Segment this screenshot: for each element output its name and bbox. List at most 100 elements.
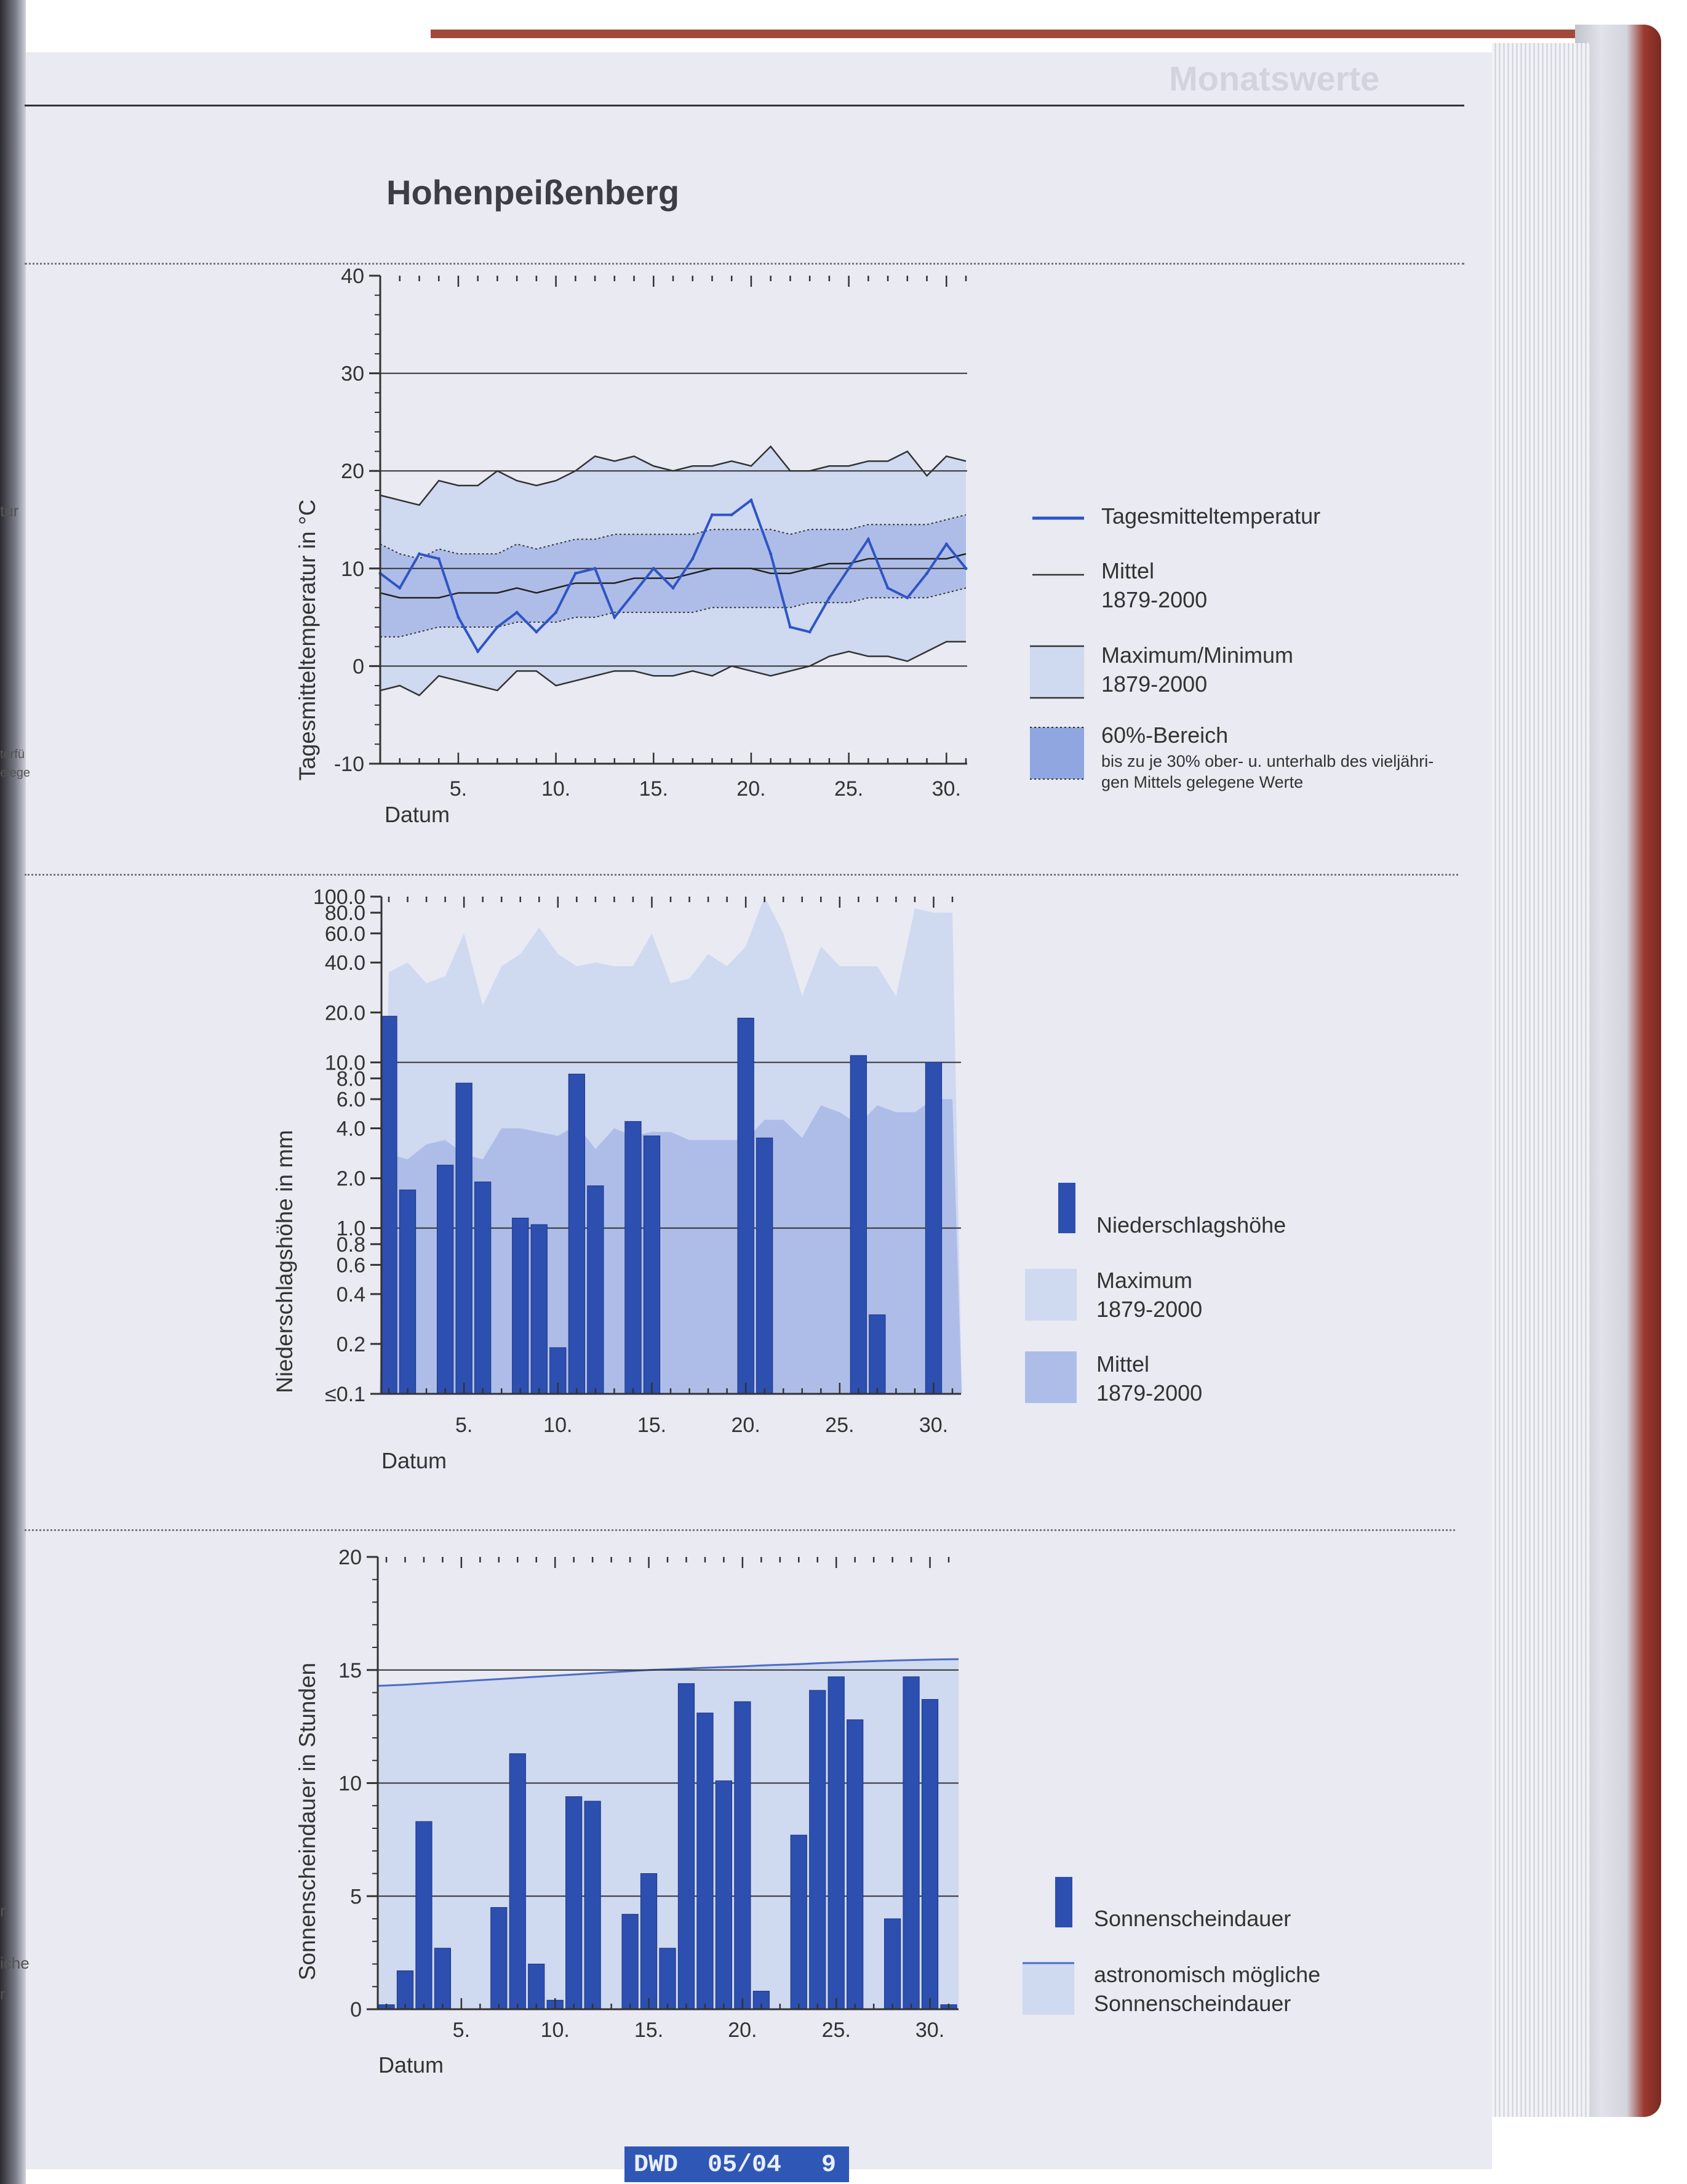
precip-ytick-label: 4.0 [337,1118,365,1141]
temp-daily-point [710,513,714,517]
temp-daily-point [417,552,421,556]
legend-swatches [1023,516,1084,2015]
temp-ytick-label: 40 [341,265,364,288]
legend-label-precip: Niederschlagshöhe [1096,1212,1286,1238]
precip-bar [737,1017,754,1394]
page-stack-edge [1492,43,1590,2117]
sun-bar [809,1690,826,2010]
precip-bar [624,1121,642,1394]
precip-bar [455,1082,473,1394]
temp-mean-line [380,553,967,599]
margin-fragment: r [0,1985,6,2003]
margin-fragment: tur [0,502,19,520]
sun-bar [883,1918,901,2010]
temp-daily-point [906,596,909,599]
precip-bar [756,1137,773,1394]
header-faint-title: Monatswerte [1169,59,1380,98]
sun-bar [621,1914,639,2010]
legend-sub-astro: Sonnenscheindauer [1094,1991,1291,2016]
precip-bar [530,1224,548,1394]
legend-swatch-astro [1023,1963,1074,2015]
precip-bar [512,1217,529,1394]
precip-ytick-label: 8.0 [337,1067,365,1090]
precip-xtick-label: 5. [455,1414,473,1437]
temp-daily-point [769,552,773,556]
margin-fragment: elege [0,766,30,780]
precip-ytick-label: ≤0.1 [325,1383,365,1406]
legend-label-precip-max: Maximum [1096,1268,1193,1293]
temp-daily-point [573,572,577,575]
temp-daily-point [437,557,441,561]
sun-xtick-label: 25. [822,2018,851,2042]
temp-daily-point [691,557,695,561]
legend-swatch-precip-mean [1025,1351,1077,1403]
sun-ytick-label: 20 [338,1546,362,1569]
precip-ytick-label: 0.4 [337,1283,365,1306]
sun-xtick-label: 5. [453,2018,470,2042]
book-cover-top [431,30,1655,38]
sun-ytick-label: 5 [350,1885,362,1908]
temp-ytick-label: 0 [353,655,364,678]
temp-daily-point [944,542,948,546]
temp-daily-point [476,650,480,654]
sun-bar [790,1834,807,2010]
temp-daily-point [925,572,929,575]
sunshine-xlabel: Datum [378,2052,444,2078]
temp-daily-point [495,625,499,629]
temp-xtick-label: 30. [932,777,961,801]
legend-label-maxmin: Maximum/Minimum [1101,642,1294,668]
precip-xtick-label: 30. [919,1414,948,1437]
temp-xtick-label: 5. [450,777,467,801]
temp-daily-point [398,586,402,590]
sun-bar [565,1796,583,2010]
temp-min-line [380,641,966,697]
precip-bar [568,1073,585,1394]
sun-astro-line [377,1658,959,1687]
book-binding-left [0,0,26,2184]
sun-bar [640,1873,658,2010]
precipitation-xlabel: Datum [381,1448,447,1473]
footer-publisher: DWD [634,2151,679,2179]
legend-sub-precip-mean: 1879-2000 [1096,1380,1203,1406]
precip-xtick-label: 10. [543,1414,572,1437]
precip-ytick-label: 80.0 [325,902,365,925]
footer-issue: 05/04 [708,2151,782,2179]
sun-ytick-label: 0 [350,1998,362,2022]
temp-daily-point [554,610,558,614]
legend-label-60pct: 60%-Bereich [1101,722,1229,748]
precipitation-chart: 100.080.060.0 40.0 20.0 10.08.06.0 4.0 2.0 1.0… [313,886,962,1437]
sun-bar [659,1948,676,2010]
precip-ytick-label: 0.2 [337,1333,365,1356]
sun-bar [903,1676,920,2010]
precip-xtick-label: 15. [637,1414,666,1437]
precip-ytick-label: 60.0 [325,922,365,946]
legend-sub-maxmin: 1879-2000 [1101,671,1208,697]
section-divider [25,874,1458,876]
precip-ytick-label: 0.8 [337,1233,365,1257]
precip-ytick-label: 100.0 [313,886,365,909]
section-divider [25,263,1464,265]
temp-60pct-band [380,514,966,637]
sun-bar [490,1907,508,2010]
precip-ytick-label: 20.0 [325,1001,365,1025]
sun-bar [734,1701,751,2010]
temp-daily-point [964,567,968,570]
sun-bar [434,1948,452,2010]
page-title: Hohenpeißenberg [386,173,680,212]
temp-ytick-label: 20 [341,460,364,483]
sun-xtick-label: 10. [541,2018,570,2042]
precip-ytick-label: 0.6 [337,1254,365,1277]
legend-sub-60pct: bis zu je 30% ober- u. unterhalb des vie… [1101,752,1434,770]
temp-daily-point [828,596,831,599]
precip-xtick-label: 25. [825,1414,854,1437]
precip-bar [380,1015,397,1394]
margin-fragment: r [0,1902,6,1920]
section-divider [25,1529,1455,1531]
temp-xtick-label: 15. [639,777,668,801]
margin-fragment: iche [0,1954,30,1972]
sun-bar [828,1676,845,2010]
legend-label-astro: astronomisch mögliche [1094,1962,1321,1987]
temp-ytick-label: 10 [341,558,364,581]
legend-label-precip-mean: Mittel [1096,1351,1150,1377]
temp-daily-point [671,586,675,590]
